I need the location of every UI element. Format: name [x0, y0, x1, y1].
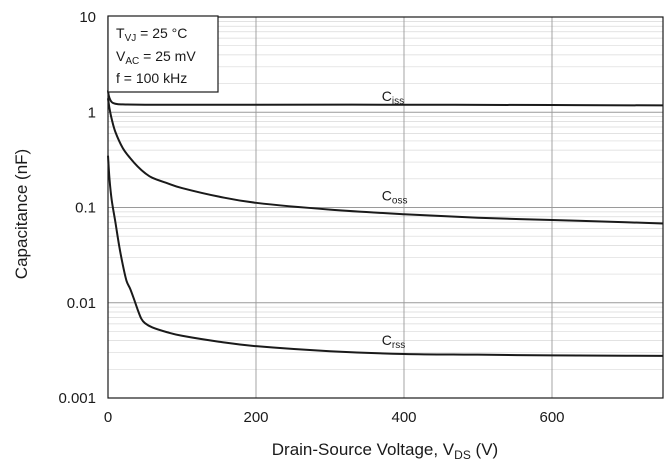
y-axis-label: Capacitance (nF) — [12, 149, 31, 279]
x-tick-label: 400 — [391, 409, 416, 426]
x-tick-label: 0 — [104, 409, 112, 426]
y-tick-label: 0.1 — [75, 200, 96, 217]
series-labels: Ciss Coss Crss — [382, 88, 408, 351]
y-tick-labels: 10 1 0.1 0.01 0.001 — [58, 9, 96, 407]
series-label-crss: Crss — [382, 332, 405, 351]
curve-crss — [107, 155, 664, 357]
x-tick-labels: 0 200 400 600 — [104, 409, 565, 426]
y-tick-label: 1 — [88, 104, 96, 121]
condition-ac-voltage: VAC = 25 mV — [116, 48, 196, 67]
series-label-ciss: Ciss — [382, 88, 404, 107]
y-tick-label: 0.01 — [67, 295, 96, 312]
plot-frame — [107, 16, 664, 399]
curve-ciss — [107, 90, 664, 107]
curves — [107, 90, 664, 357]
x-tick-label: 200 — [243, 409, 268, 426]
condition-frequency: f = 100 kHz — [116, 70, 187, 86]
conditions-box: TVJ = 25 °C VAC = 25 mV f = 100 kHz — [107, 15, 219, 93]
y-tick-label: 10 — [79, 9, 96, 26]
x-axis-label: Drain-Source Voltage, VDS (V) — [272, 440, 498, 462]
y-tick-label: 0.001 — [58, 390, 96, 407]
conditions-box-frame — [107, 15, 219, 93]
series-label-coss: Coss — [382, 188, 408, 207]
condition-temperature: TVJ = 25 °C — [116, 25, 187, 44]
x-tick-label: 600 — [539, 409, 564, 426]
curve-coss — [107, 98, 664, 225]
